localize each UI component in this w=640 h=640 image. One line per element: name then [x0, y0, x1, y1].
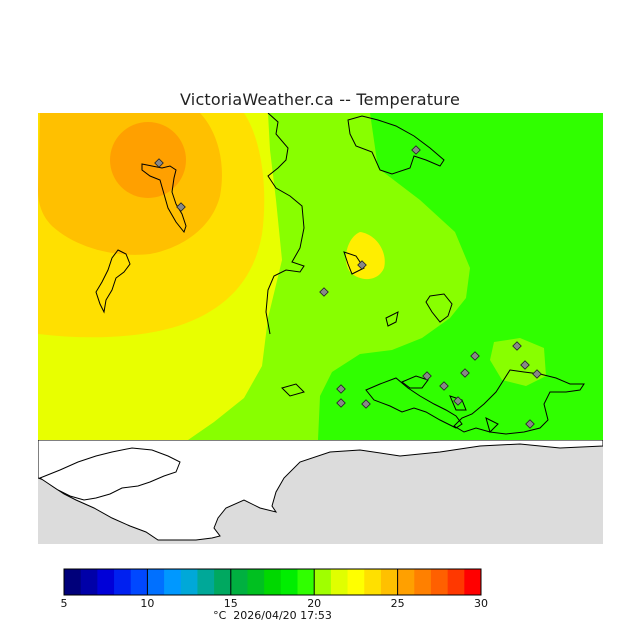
color-swatch: [147, 569, 165, 595]
color-swatch: [297, 569, 315, 595]
station-marker[interactable]: [439, 381, 449, 391]
scale-tick-label: 15: [224, 597, 238, 610]
station-marker[interactable]: [336, 384, 346, 394]
temperature-field: [38, 113, 603, 440]
color-swatch: [330, 569, 349, 595]
chart-title: VictoriaWeather.ca -- Temperature: [180, 90, 460, 109]
station-marker[interactable]: [319, 287, 329, 297]
color-swatch: [130, 569, 148, 595]
station-marker[interactable]: [361, 399, 371, 409]
station-marker[interactable]: [460, 368, 470, 378]
scale-tick-label: 5: [61, 597, 68, 610]
scale-tick-label: 25: [391, 597, 405, 610]
timestamp: 2026/04/20 17:53: [233, 609, 332, 622]
station-marker[interactable]: [357, 260, 367, 270]
station-marker[interactable]: [453, 396, 463, 406]
color-swatch: [314, 569, 332, 595]
station-marker[interactable]: [532, 369, 542, 379]
color-swatch: [180, 569, 198, 595]
islands-northwest: [95, 163, 187, 314]
station-marker[interactable]: [525, 419, 535, 429]
color-swatch: [280, 569, 299, 595]
station-marker[interactable]: [336, 398, 346, 408]
color-swatch: [347, 569, 365, 595]
color-swatch: [114, 569, 132, 595]
color-swatch: [230, 569, 248, 595]
color-swatch: [64, 569, 82, 595]
color-swatch: [164, 569, 182, 595]
scale-tick-label: 20: [307, 597, 321, 610]
color-swatch: [380, 569, 399, 595]
color-swatch: [214, 569, 232, 595]
land-south-peninsula: [38, 447, 181, 501]
color-swatch: [414, 569, 432, 595]
unit-label: °C: [213, 609, 227, 622]
coastlines: [265, 113, 585, 435]
station-marker[interactable]: [520, 360, 530, 370]
color-swatch: [80, 569, 98, 595]
color-swatch: [364, 569, 382, 595]
station-marker[interactable]: [154, 158, 164, 168]
station-marker[interactable]: [176, 202, 186, 212]
station-marker[interactable]: [512, 341, 522, 351]
color-swatch: [464, 569, 482, 595]
station-marker[interactable]: [411, 145, 421, 155]
color-swatch: [97, 569, 115, 595]
color-swatch: [197, 569, 215, 595]
station-marker[interactable]: [470, 351, 480, 361]
scale-tick-label: 30: [474, 597, 488, 610]
station-markers: [154, 145, 542, 429]
color-swatch: [247, 569, 265, 595]
color-swatch: [447, 569, 465, 595]
color-swatch: [430, 569, 449, 595]
station-marker[interactable]: [422, 371, 432, 381]
legend-footer: °C 2026/04/20 17:53: [0, 609, 545, 622]
color-swatch: [397, 569, 415, 595]
color-swatch: [264, 569, 282, 595]
scale-tick-label: 10: [140, 597, 154, 610]
